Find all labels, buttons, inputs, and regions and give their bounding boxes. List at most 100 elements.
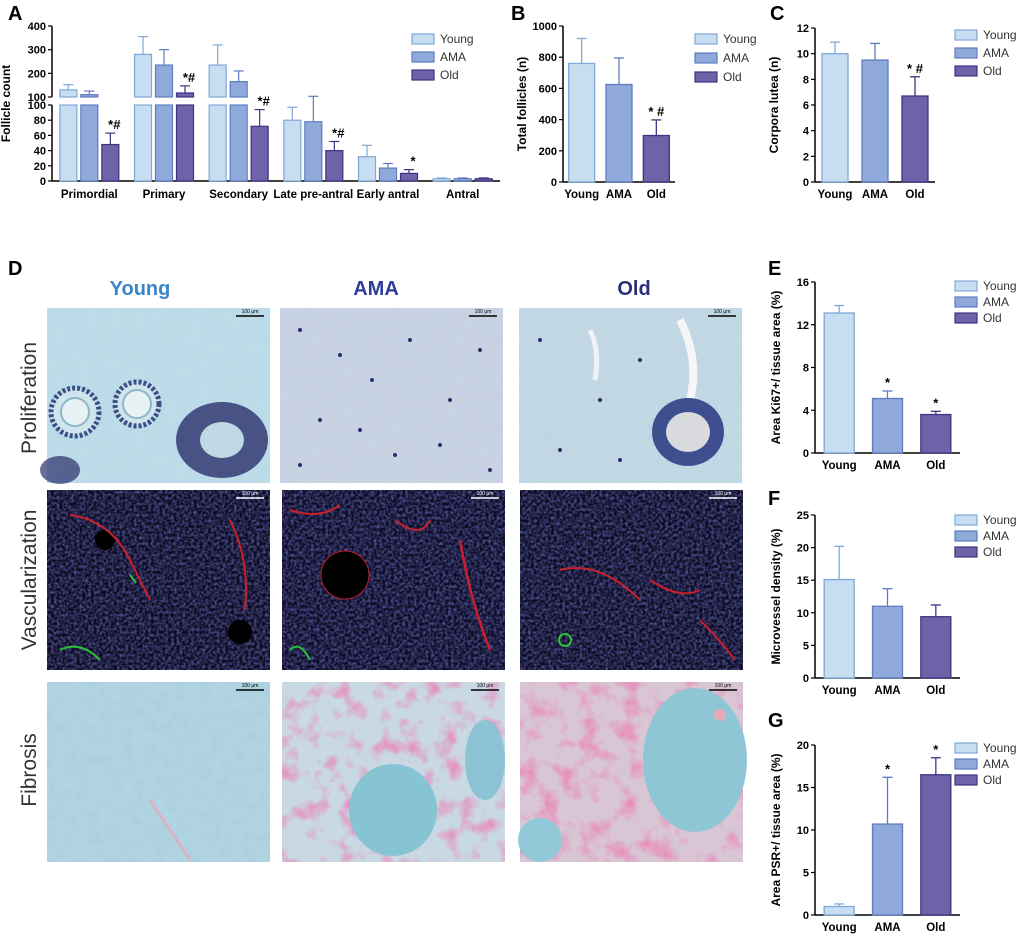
legend-swatch-ama	[954, 758, 978, 770]
legend-label-young: Young	[983, 28, 1017, 42]
y-tick-label: 20	[797, 543, 809, 555]
legend-swatch-old	[694, 71, 718, 83]
y-tick-label: 100	[28, 92, 46, 104]
bar-young	[432, 178, 451, 182]
legend-label-ama: AMA	[440, 50, 466, 64]
significance-mark: *#	[258, 94, 271, 109]
bar-young	[283, 119, 302, 182]
micrograph-proliferation-ama: 100 μm	[280, 308, 503, 483]
bar-old	[250, 125, 269, 182]
bar-old	[175, 104, 195, 182]
bar-young	[823, 905, 855, 916]
bar-young-upper	[133, 53, 153, 98]
y-tick-label: 15	[797, 575, 809, 587]
legend-label-old: Old	[723, 70, 742, 84]
micrograph-fibrosis-young: 100 μm	[47, 682, 270, 862]
bar-ama	[605, 83, 633, 183]
scale-bar-label: 100 μm	[477, 683, 494, 689]
micrograph-vascularization-old: 100 μm	[520, 490, 743, 670]
y-tick-label: 0	[803, 448, 809, 460]
legend-swatch-ama	[411, 51, 435, 63]
chart-e-ki67: 0 4 8 12 16 Area Ki67+/ tissue area (%) Young A…	[769, 277, 1017, 472]
scale-bar-label: 100 μm	[715, 491, 732, 497]
x-tick-label: Secondary	[209, 189, 268, 201]
legend-swatch-ama	[694, 52, 718, 64]
y-tick-label: 0	[803, 673, 809, 685]
bar-ama-upper	[229, 81, 248, 98]
bar-old	[474, 178, 493, 182]
significance-mark: *	[933, 742, 939, 757]
legend-swatch-ama	[954, 47, 978, 59]
legend-label-old: Old	[983, 773, 1002, 787]
bar-young-upper	[59, 89, 78, 98]
y-axis-label: Microvessel density (%)	[769, 528, 783, 664]
legend-swatch-young	[954, 280, 978, 292]
bar-ama	[871, 823, 904, 916]
bar-old	[642, 134, 670, 183]
micrograph-vascularization-young: 100 μm	[47, 490, 270, 670]
bar-ama-upper	[80, 94, 99, 98]
y-axis-label: Total follicles (n)	[515, 57, 529, 151]
legend-swatch-ama	[954, 530, 978, 542]
y-tick-label: 15	[797, 783, 809, 795]
bar-ama	[378, 167, 398, 182]
y-tick-label: 16	[797, 277, 809, 289]
y-tick-label: 1000	[533, 21, 557, 33]
legend-label-young: Young	[440, 32, 474, 46]
scale-bar-label: 100 μm	[242, 683, 259, 689]
significance-mark: *#	[183, 70, 196, 85]
y-tick-label: 10	[797, 49, 809, 61]
x-tick-label: Late pre-antral	[273, 189, 353, 201]
column-header-ama: AMA	[353, 278, 399, 300]
y-tick-label: 200	[539, 146, 557, 158]
x-tick-label: Old	[905, 189, 924, 201]
legend-swatch-young	[954, 742, 978, 754]
x-tick-label: Early antral	[357, 189, 420, 201]
x-tick-label: Primordial	[61, 189, 118, 201]
significance-mark: * #	[907, 61, 924, 76]
bar-old	[920, 774, 952, 916]
y-tick-label: 5	[803, 640, 809, 652]
micrograph-vascularization-ama: 100 μm	[282, 490, 505, 670]
bar-young	[568, 62, 596, 183]
bar-young	[823, 578, 855, 679]
bar-old	[901, 95, 929, 183]
legend-swatch-young	[411, 33, 435, 45]
y-tick-label: 100	[28, 100, 46, 112]
legend-label-ama: AMA	[723, 51, 749, 65]
legend-swatch-old	[954, 546, 978, 558]
x-tick-label: Young	[822, 922, 857, 934]
column-header-old: Old	[617, 278, 650, 300]
legend-swatch-old	[954, 774, 978, 786]
legend-label-young: Young	[723, 32, 757, 46]
bar-young	[357, 156, 377, 182]
x-tick-label: Young	[564, 189, 599, 201]
scale-bar-label: 100 μm	[714, 309, 731, 315]
legend-label-young: Young	[983, 741, 1017, 755]
y-tick-label: 4	[803, 405, 810, 417]
legend-swatch-young	[694, 33, 718, 45]
panel-label-e: E	[768, 258, 781, 280]
y-tick-label: 4	[803, 126, 810, 138]
x-tick-label: Old	[926, 922, 945, 934]
bar-ama	[154, 104, 174, 182]
y-tick-label: 20	[34, 161, 46, 173]
y-axis-label: Area Ki67+/ tissue area (%)	[769, 291, 783, 445]
y-tick-label: 12	[797, 23, 809, 35]
x-tick-label: Young	[822, 460, 857, 472]
significance-mark: *	[410, 154, 416, 169]
y-tick-label: 400	[539, 115, 557, 127]
x-tick-label: AMA	[606, 189, 632, 201]
bar-old	[920, 413, 952, 454]
x-tick-label: AMA	[862, 189, 888, 201]
x-tick-label: Young	[818, 189, 853, 201]
panel-label-a: A	[8, 3, 22, 25]
y-tick-label: 60	[34, 130, 46, 142]
y-tick-label: 0	[551, 177, 557, 189]
legend-label-old: Old	[440, 68, 459, 82]
panel-label-b: B	[511, 3, 525, 25]
row-header-proliferation: Proliferation	[18, 342, 41, 454]
scale-bar-label: 100 μm	[715, 683, 732, 689]
legend-swatch-old	[954, 65, 978, 77]
